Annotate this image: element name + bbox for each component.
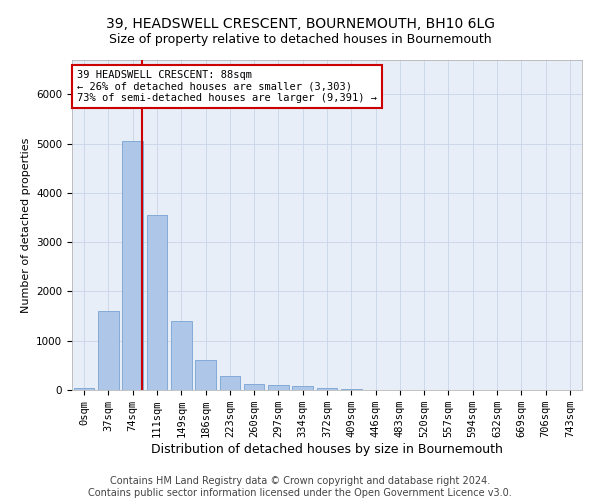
Bar <box>268 385 289 390</box>
Text: Contains HM Land Registry data © Crown copyright and database right 2024.
Contai: Contains HM Land Registry data © Crown c… <box>88 476 512 498</box>
Bar <box>341 388 362 390</box>
Bar <box>317 388 337 390</box>
Bar <box>195 360 216 390</box>
Text: Size of property relative to detached houses in Bournemouth: Size of property relative to detached ho… <box>109 32 491 46</box>
Text: 39, HEADSWELL CRESCENT, BOURNEMOUTH, BH10 6LG: 39, HEADSWELL CRESCENT, BOURNEMOUTH, BH1… <box>106 18 494 32</box>
Bar <box>292 386 313 390</box>
Y-axis label: Number of detached properties: Number of detached properties <box>20 138 31 312</box>
Bar <box>74 388 94 390</box>
Bar <box>220 376 240 390</box>
Bar <box>146 215 167 390</box>
Text: 39 HEADSWELL CRESCENT: 88sqm
← 26% of detached houses are smaller (3,303)
73% of: 39 HEADSWELL CRESCENT: 88sqm ← 26% of de… <box>77 70 377 103</box>
Bar <box>98 311 119 390</box>
Bar <box>244 384 265 390</box>
Bar <box>171 321 191 390</box>
X-axis label: Distribution of detached houses by size in Bournemouth: Distribution of detached houses by size … <box>151 443 503 456</box>
Bar <box>122 142 143 390</box>
